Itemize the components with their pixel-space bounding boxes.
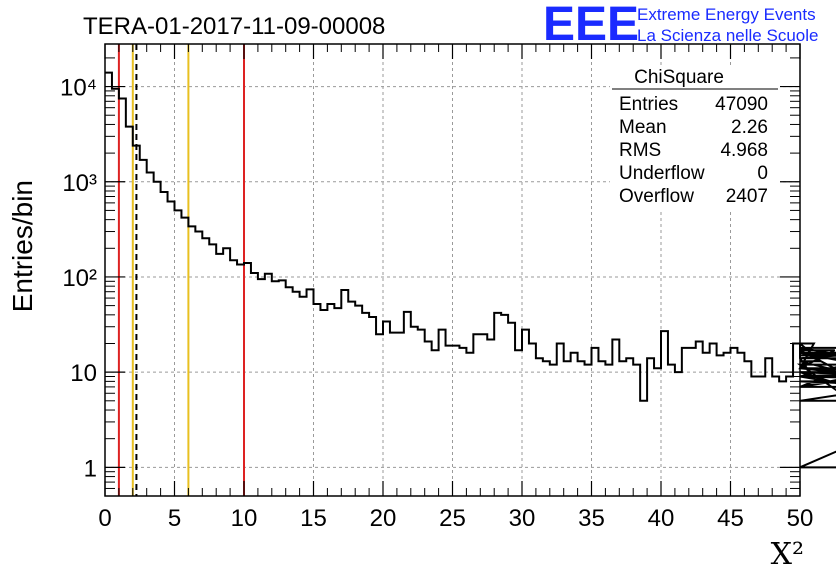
x-tick-label: 0: [98, 505, 111, 532]
y-tick-label: 1: [84, 455, 97, 482]
x-tick-label: 35: [578, 505, 605, 532]
stats-label-overflow: Overflow: [619, 186, 694, 207]
stats-label-entries: Entries: [619, 94, 678, 115]
chart-title: TERA-01-2017-11-09-00008: [83, 13, 385, 40]
axes: 0 5 10 15 20 25 30 35 40 45 50 1 10 10² 10³ 10⁴: [60, 44, 813, 532]
x-tick-label: 25: [439, 505, 466, 532]
stats-label-underflow: Underflow: [619, 163, 705, 184]
x-tick-label: 5: [168, 505, 181, 532]
stats-value-mean: 2.26: [731, 117, 768, 138]
x-tick-label: 15: [300, 505, 327, 532]
x-tick-label: 40: [648, 505, 675, 532]
logo-line1: Extreme Energy Events: [637, 5, 816, 24]
histogram-path: [105, 71, 836, 469]
stats-label-mean: Mean: [619, 117, 667, 138]
logo-line2: La Scienza nelle Scuole: [637, 26, 818, 45]
eee-logo: EEE Extreme Energy Events La Scienza nel…: [543, 0, 818, 51]
y-tick-label: 10³: [62, 170, 97, 197]
x-tick-label: 10: [231, 505, 258, 532]
x-tick-label: 30: [509, 505, 536, 532]
y-tick-label: 10⁴: [60, 75, 97, 102]
x-tick-label: 45: [717, 505, 744, 532]
reference-lines: [117, 44, 245, 496]
x-tick-label: 50: [787, 505, 814, 532]
stats-value-rms: 4.968: [720, 140, 768, 161]
y-tick-label: 10²: [62, 265, 97, 292]
grid-lines: [105, 44, 800, 496]
x-axis-label: X²: [771, 537, 804, 572]
stats-value-entries: 47090: [715, 94, 768, 115]
y-tick-label: 10: [70, 360, 97, 387]
stats-value-underflow: 0: [757, 163, 768, 184]
y-axis-label: Entries/bin: [7, 180, 38, 312]
stats-box-bg: [610, 66, 780, 212]
stats-title: ChiSquare: [634, 67, 724, 88]
x-tick-label: 20: [370, 505, 397, 532]
logo-mark: EEE: [543, 0, 639, 51]
stats-label-rms: RMS: [619, 140, 661, 161]
stats-value-overflow: 2407: [726, 186, 768, 207]
stats-box: ChiSquare Entries 47090 Mean 2.26 RMS 4.…: [610, 66, 780, 212]
